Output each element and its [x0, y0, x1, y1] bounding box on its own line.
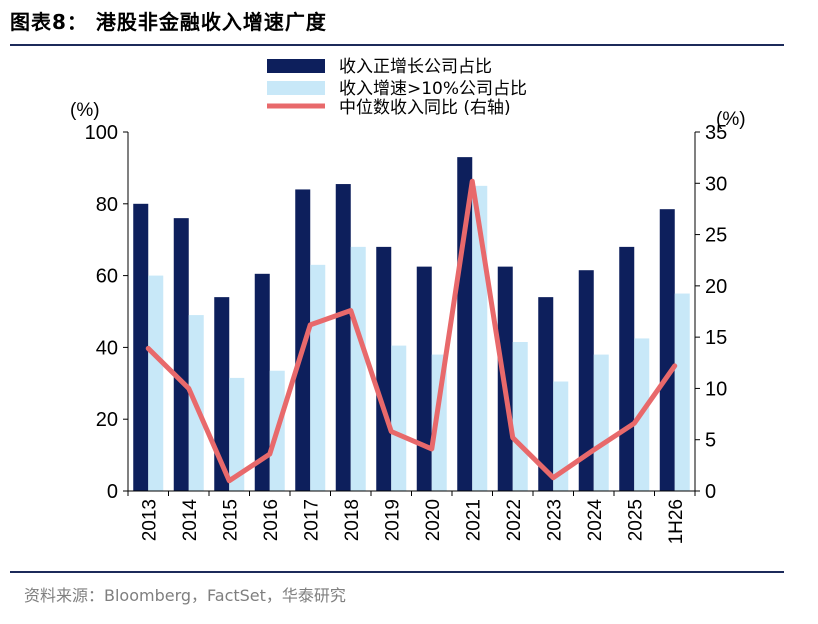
left-tick-label: 100 — [85, 122, 118, 144]
x-tick-label: 2022 — [504, 499, 525, 541]
bar-revenue-growth-over10-share — [593, 354, 609, 491]
bar-revenue-growth-share — [214, 297, 230, 491]
bar-revenue-growth-share — [335, 184, 351, 491]
left-axis-unit: (%) — [70, 100, 100, 121]
chart-title: 图表8： 港股非金融收入增速广度 — [10, 10, 327, 34]
legend-swatch-revenue-growth-over10-share — [267, 81, 325, 95]
x-tick-label: 2023 — [544, 499, 565, 541]
x-tick-label: 2019 — [382, 499, 403, 541]
bar-revenue-growth-share — [254, 273, 270, 491]
x-tick-label: 2024 — [585, 499, 606, 542]
left-tick-label: 60 — [96, 266, 118, 288]
bar-revenue-growth-over10-share — [512, 342, 528, 491]
right-tick-label: 5 — [705, 430, 716, 452]
x-tick-label: 2013 — [139, 499, 160, 541]
x-tick-label: 2025 — [625, 499, 646, 541]
bar-revenue-growth-share — [578, 270, 594, 491]
right-tick-label: 30 — [705, 173, 727, 195]
bar-revenue-growth-share — [416, 266, 432, 491]
legend-label-revenue-growth-share: 收入正增长公司占比 — [339, 57, 492, 77]
source-note: 资料来源：Bloomberg，FactSet，华泰研究 — [24, 586, 346, 605]
x-tick-label: 2018 — [342, 499, 363, 541]
line-layer — [145, 178, 678, 484]
bar-revenue-growth-share — [295, 189, 311, 491]
left-tick-label: 0 — [107, 481, 118, 503]
bar-revenue-growth-over10-share — [148, 275, 164, 491]
right-tick-label: 35 — [705, 122, 727, 144]
x-tick-label: 2017 — [301, 499, 322, 541]
left-tick-label: 40 — [96, 337, 118, 359]
line-median-revenue-yoy — [145, 178, 678, 484]
x-tick-label: 2015 — [220, 499, 241, 541]
x-tick-label: 1H26 — [666, 499, 687, 544]
bar-revenue-growth-share — [173, 218, 189, 491]
bar-revenue-growth-share — [619, 246, 635, 491]
x-tick-label: 2020 — [423, 499, 444, 541]
source-rule — [10, 571, 784, 573]
bar-revenue-growth-over10-share — [229, 377, 245, 491]
legend-swatch-revenue-growth-share — [267, 59, 325, 73]
bar-revenue-growth-over10-share — [350, 246, 366, 491]
bar-revenue-growth-share — [538, 297, 554, 491]
bar-revenue-growth-share — [133, 203, 149, 492]
right-axis-unit: (%) — [716, 109, 746, 130]
left-tick-label: 80 — [96, 194, 118, 216]
right-tick-label: 25 — [705, 225, 727, 247]
legend-label-revenue-growth-over10-share: 收入增速>10%公司占比 — [339, 79, 527, 99]
x-tick-label: 2016 — [261, 499, 282, 541]
bar-revenue-growth-over10-share — [553, 381, 569, 491]
legend-label-median-revenue-yoy: 中位数收入同比 (右轴) — [339, 98, 511, 118]
left-tick-label: 20 — [96, 409, 118, 431]
bars-layer — [133, 157, 690, 492]
bar-revenue-growth-share — [376, 246, 392, 491]
right-tick-label: 15 — [705, 327, 727, 349]
right-tick-label: 0 — [705, 481, 716, 503]
bar-revenue-growth-over10-share — [674, 293, 690, 491]
right-tick-label: 10 — [705, 378, 727, 400]
title-rule — [10, 44, 784, 46]
bar-revenue-growth-share — [659, 209, 675, 491]
bar-revenue-growth-over10-share — [391, 345, 407, 491]
bar-revenue-growth-over10-share — [310, 264, 326, 491]
right-tick-label: 20 — [705, 276, 727, 298]
x-tick-label: 2021 — [463, 499, 484, 541]
x-tick-label: 2014 — [180, 499, 201, 542]
